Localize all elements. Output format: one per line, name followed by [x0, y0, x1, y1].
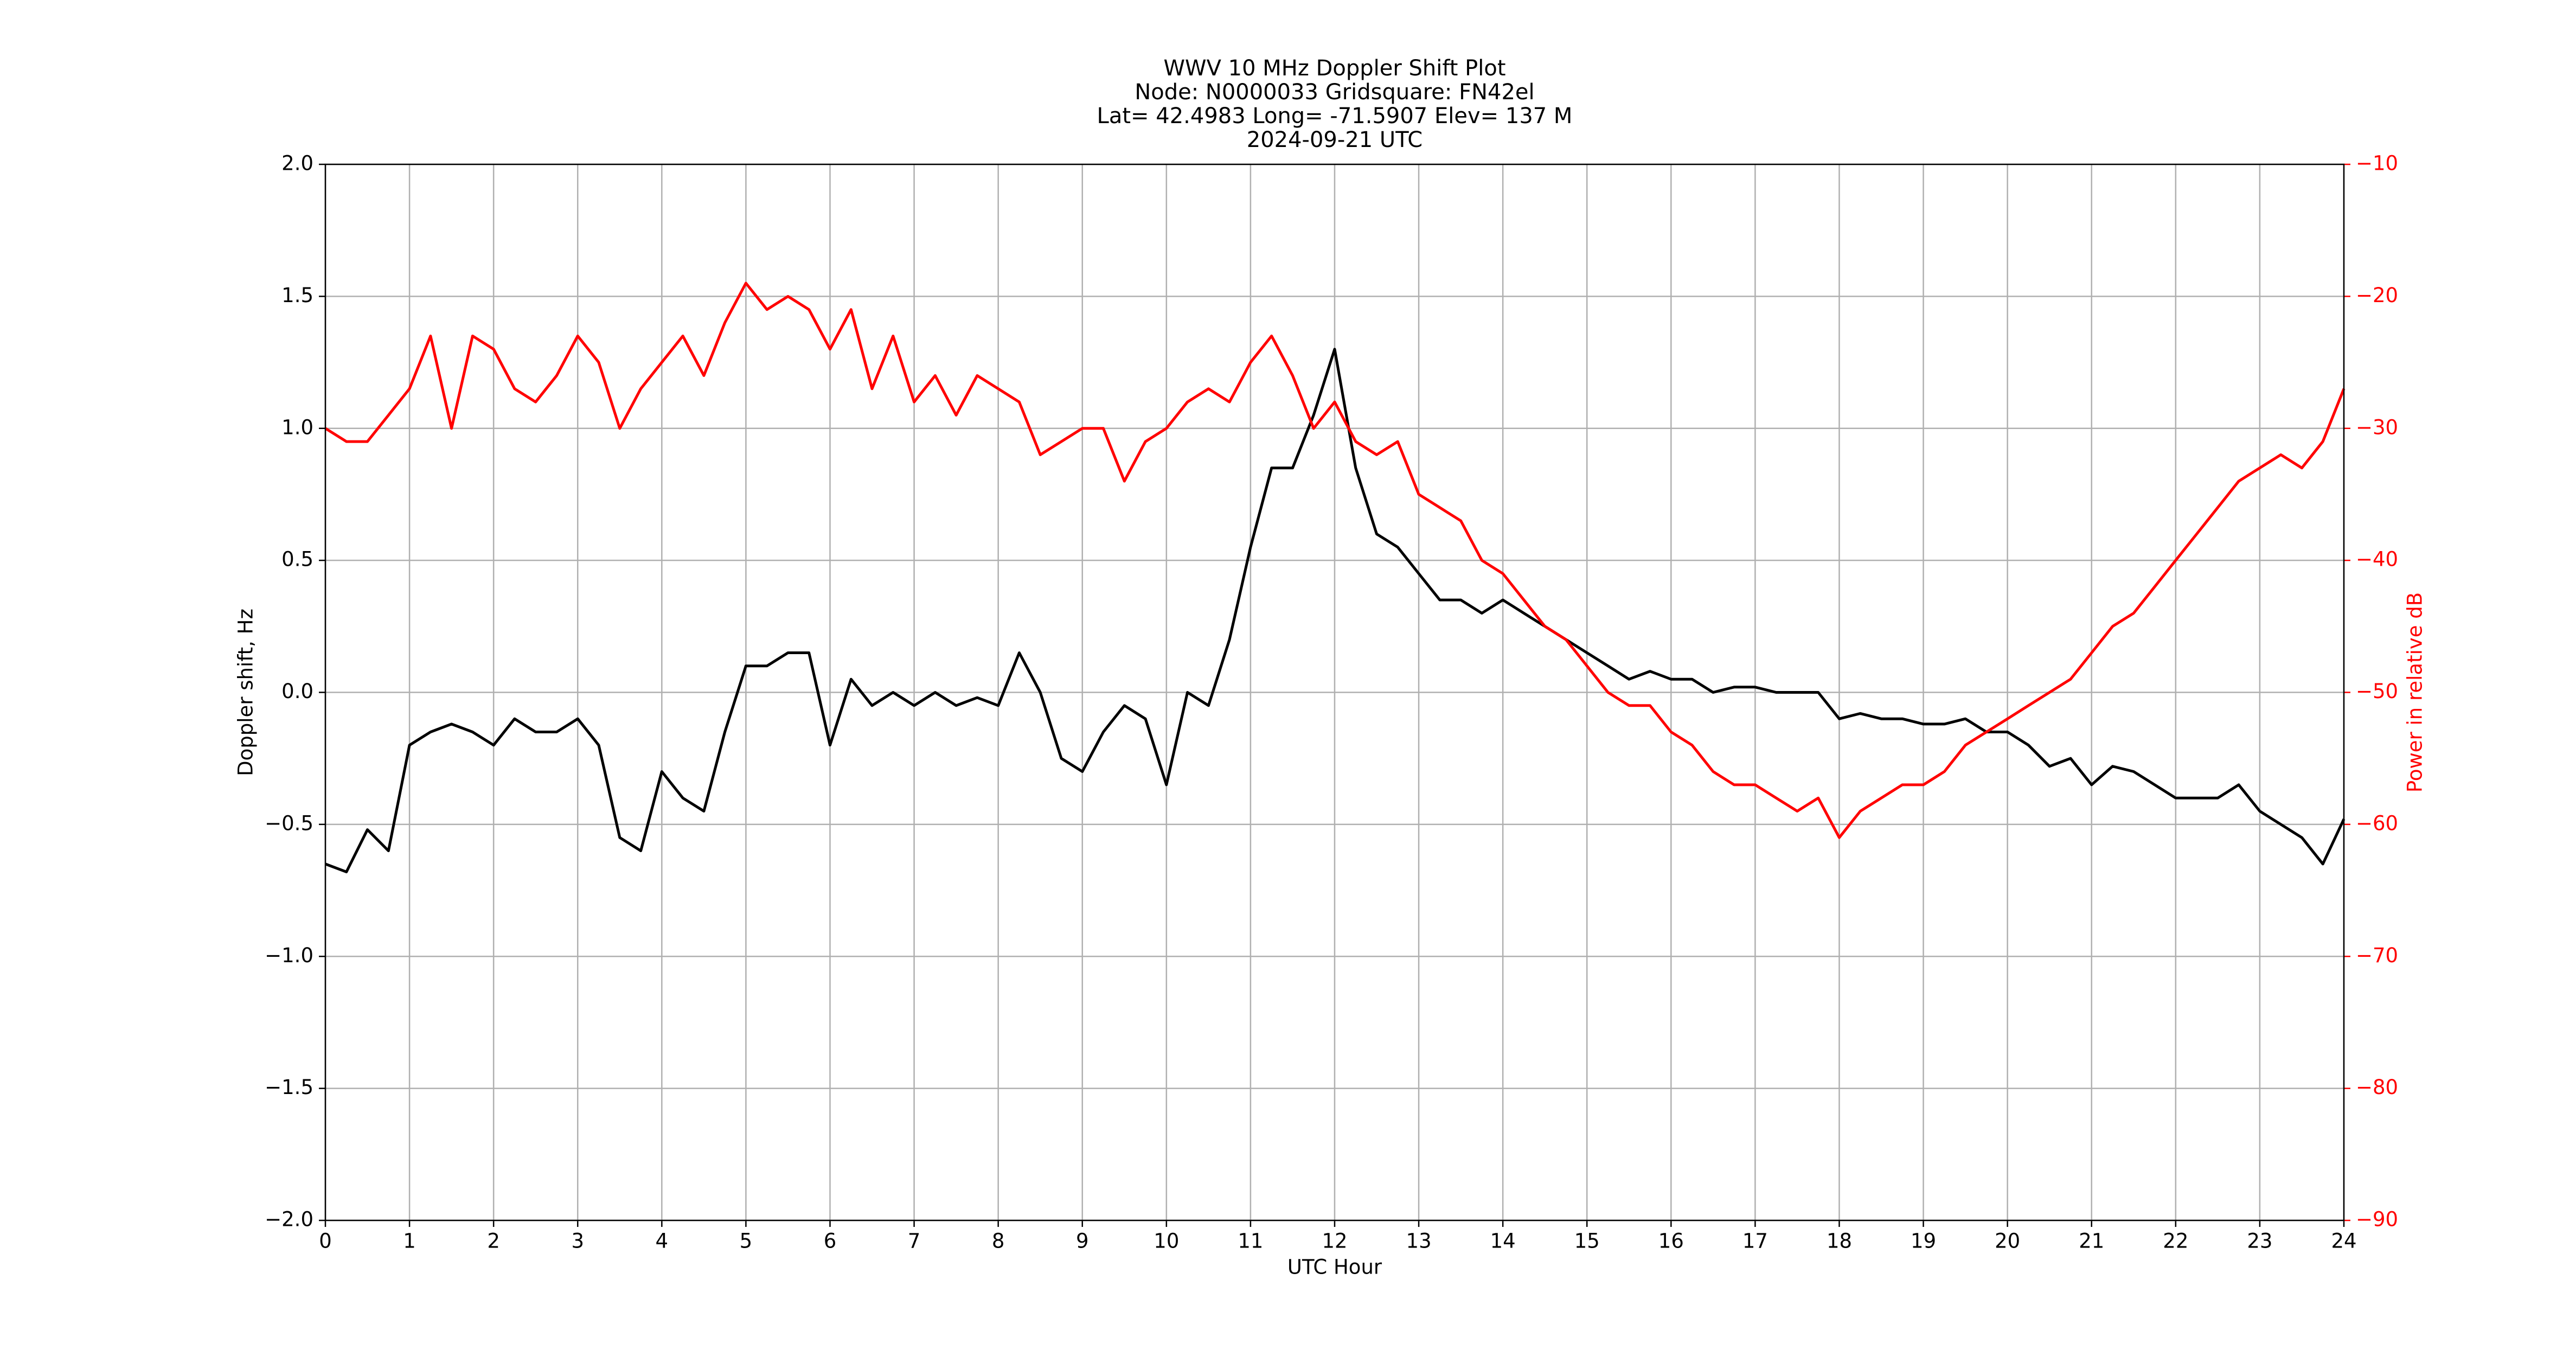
y-tick-label: −1.0 — [265, 944, 313, 967]
x-tick-label: 21 — [2079, 1230, 2104, 1253]
x-tick-label: 15 — [1574, 1230, 1600, 1253]
x-tick-label: 0 — [319, 1230, 332, 1253]
chart-title: Lat= 42.4983 Long= -71.5907 Elev= 137 M — [1097, 104, 1573, 129]
x-tick-label: 5 — [740, 1230, 753, 1253]
x-tick-label: 6 — [824, 1230, 837, 1253]
y-tick-label: −1.5 — [265, 1076, 313, 1099]
x-tick-label: 3 — [571, 1230, 584, 1253]
y-tick-label: 0.5 — [281, 548, 313, 571]
x-tick-label: 14 — [1490, 1230, 1516, 1253]
x-tick-label: 2 — [487, 1230, 500, 1253]
x-tick-label: 1 — [403, 1230, 416, 1253]
x-tick-label: 22 — [2163, 1230, 2188, 1253]
y-axis-label: Doppler shift, Hz — [234, 609, 258, 776]
y2-tick-label: −70 — [2356, 944, 2398, 967]
y-tick-label: 1.0 — [281, 415, 313, 439]
y-tick-label: 1.5 — [281, 284, 313, 307]
x-tick-label: 23 — [2247, 1230, 2272, 1253]
y2-tick-label: −20 — [2356, 284, 2398, 307]
x-tick-label: 17 — [1742, 1230, 1768, 1253]
plot-frame — [324, 163, 2345, 1221]
y-tick-label: 2.0 — [281, 152, 313, 175]
x-tick-label: 16 — [1658, 1230, 1684, 1253]
x-tick-label: 11 — [1238, 1230, 1263, 1253]
x-tick-label: 18 — [1827, 1230, 1852, 1253]
y2-tick-label: −10 — [2356, 152, 2398, 175]
x-tick-label: 13 — [1406, 1230, 1432, 1253]
chart-title: WWV 10 MHz Doppler Shift Plot — [1163, 56, 1505, 81]
x-tick-label: 20 — [1995, 1230, 2020, 1253]
x-axis-label: UTC Hour — [1287, 1256, 1382, 1279]
x-tick-label: 19 — [1911, 1230, 1936, 1253]
y2-axis-label: Power in relative dB — [2404, 592, 2427, 792]
y2-tick-label: −80 — [2356, 1076, 2398, 1099]
data-line — [325, 348, 2346, 873]
chart-title: 2024-09-21 UTC — [1247, 127, 1422, 152]
data-line — [324, 282, 2346, 839]
x-tick-label: 24 — [2331, 1230, 2356, 1253]
x-tick-label: 12 — [1322, 1230, 1347, 1253]
y-tick-label: −2.0 — [265, 1208, 313, 1231]
x-tick-label: 9 — [1076, 1230, 1089, 1253]
y-tick-label: −0.5 — [265, 811, 313, 835]
x-tick-label: 10 — [1154, 1230, 1179, 1253]
y-tick-label: 0.0 — [281, 680, 313, 703]
y2-tick-label: −30 — [2356, 415, 2398, 439]
y2-tick-label: −90 — [2356, 1208, 2398, 1231]
y2-tick-label: −40 — [2356, 548, 2398, 571]
x-tick-label: 8 — [992, 1230, 1005, 1253]
x-tick-label: 4 — [656, 1230, 669, 1253]
y2-tick-label: −60 — [2356, 811, 2398, 835]
x-tick-label: 7 — [908, 1230, 921, 1253]
y2-tick-label: −50 — [2356, 680, 2398, 703]
chart-title: Node: N0000033 Gridsquare: FN42el — [1135, 80, 1534, 105]
